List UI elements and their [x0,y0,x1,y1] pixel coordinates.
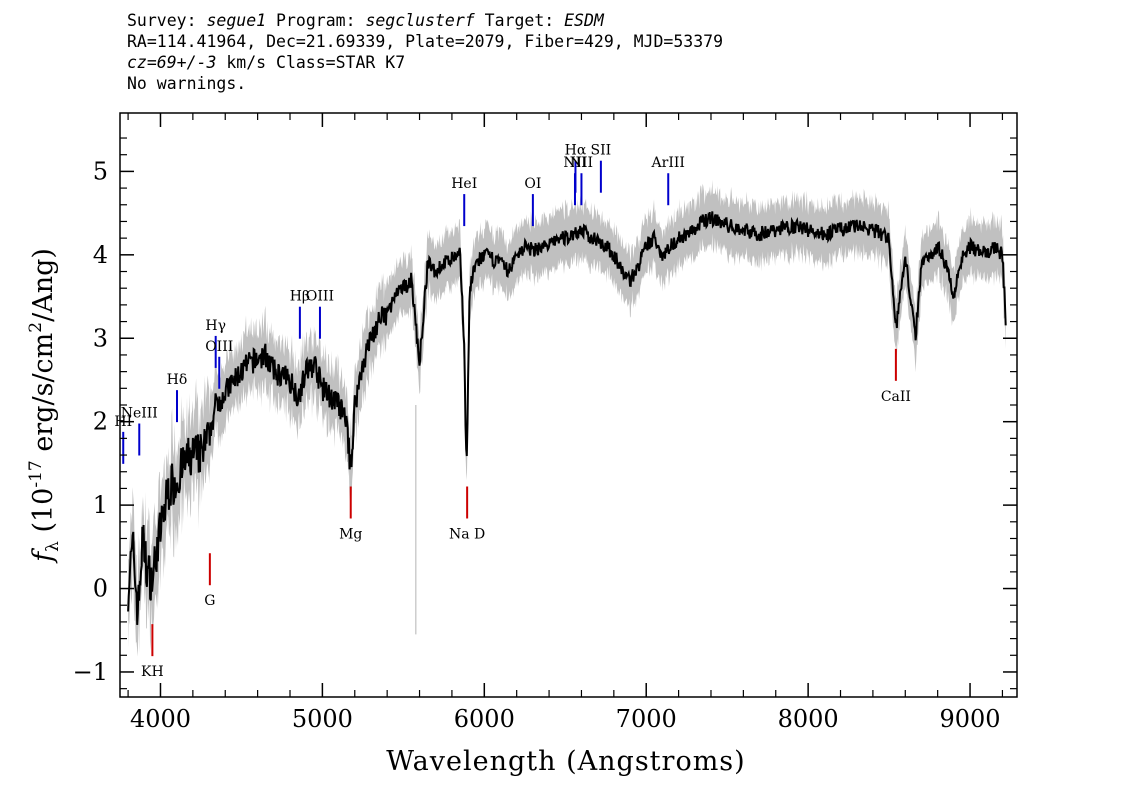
y-axis-label-part: 2 [26,322,46,333]
header-line-3: cz=69+/-3 km/s Class=STAR K7 [127,52,1027,73]
x-tick-label-0: 4000 [130,705,191,733]
y-tick-label-3: 2 [93,408,108,436]
line-label-1: NeIII [121,406,158,422]
target-value: ESDM [564,11,604,30]
y-axis-label-text: fλ (10-17 erg/s/cm2/Ang) [26,248,63,564]
line-label-8: OI [524,176,541,192]
class-text: km/s Class=STAR K7 [216,53,406,72]
header-line-4: No warnings. [127,74,247,93]
flux-line [127,211,1007,625]
survey-label: Survey: [127,11,207,30]
line-label-16: Mg [339,526,362,542]
line-label-3: Hγ [205,318,226,334]
line-label-5: Hβ [290,289,310,305]
header-line-2: RA=114.41964, Dec=21.69339, Plate=2079, … [127,32,724,51]
axis-ticks [120,113,1017,697]
line-label-14: KH [141,664,164,680]
y-tick-label-1: 0 [93,575,108,603]
y-tick-label-4: 3 [93,324,108,352]
y-axis-label-part: -17 [26,460,46,487]
line-label-4: OIII [205,339,233,355]
flux-series [127,211,1007,625]
x-tick-label-4: 8000 [778,705,839,733]
error-band [128,179,1006,657]
y-axis-label-part: /Ang) [28,248,59,322]
x-axis-label: Wavelength (Angstroms) [386,746,745,777]
y-axis-label: fλ (10-17 erg/s/cm2/Ang) [26,248,63,564]
x-tick-label-5: 9000 [940,705,1001,733]
redshift-value: cz=69+/-3 [127,53,217,72]
spectrum-header: Survey: segue1 Program: segclusterf Targ… [127,10,1027,94]
y-tick-label-5: 4 [93,241,108,269]
y-axis-label-part: f [28,548,59,564]
y-axis-label-part: (10 [28,488,59,541]
x-tick-label-1: 5000 [292,705,353,733]
line-label-7: HeI [451,176,477,192]
line-label-11: SII [591,143,612,159]
line-label-12: NII [570,155,593,171]
line-label-17: Na D [449,526,485,542]
program-value: segclusterf [365,11,475,30]
line-label-2: Hδ [167,372,188,388]
line-label-6: OIII [306,289,334,305]
x-tick-label-3: 7000 [616,705,677,733]
y-tick-label-0: −1 [73,658,108,686]
x-tick-label-2: 6000 [454,705,515,733]
header-line-1: Survey: segue1 Program: segclusterf Targ… [127,10,1027,31]
plot-frame [119,112,1018,698]
survey-value: segue1 [206,11,267,30]
line-label-15: G [204,593,215,609]
axis-tick-labels: 4000 5000 6000 7000 8000 9000 −1 0 1 2 3 4 5 [73,157,1001,733]
target-label: Target: [474,11,565,30]
error-band-area [128,179,1006,657]
y-tick-label-2: 1 [93,491,108,519]
y-axis-label-part: λ [43,541,63,552]
line-label-18: CaII [881,389,911,405]
program-label: Program: [266,11,366,30]
line-label-13: ArIII [651,155,685,171]
y-tick-label-6: 5 [93,157,108,185]
line-label-10: Hα [565,143,587,159]
y-axis-label-part: erg/s/cm [28,333,59,461]
